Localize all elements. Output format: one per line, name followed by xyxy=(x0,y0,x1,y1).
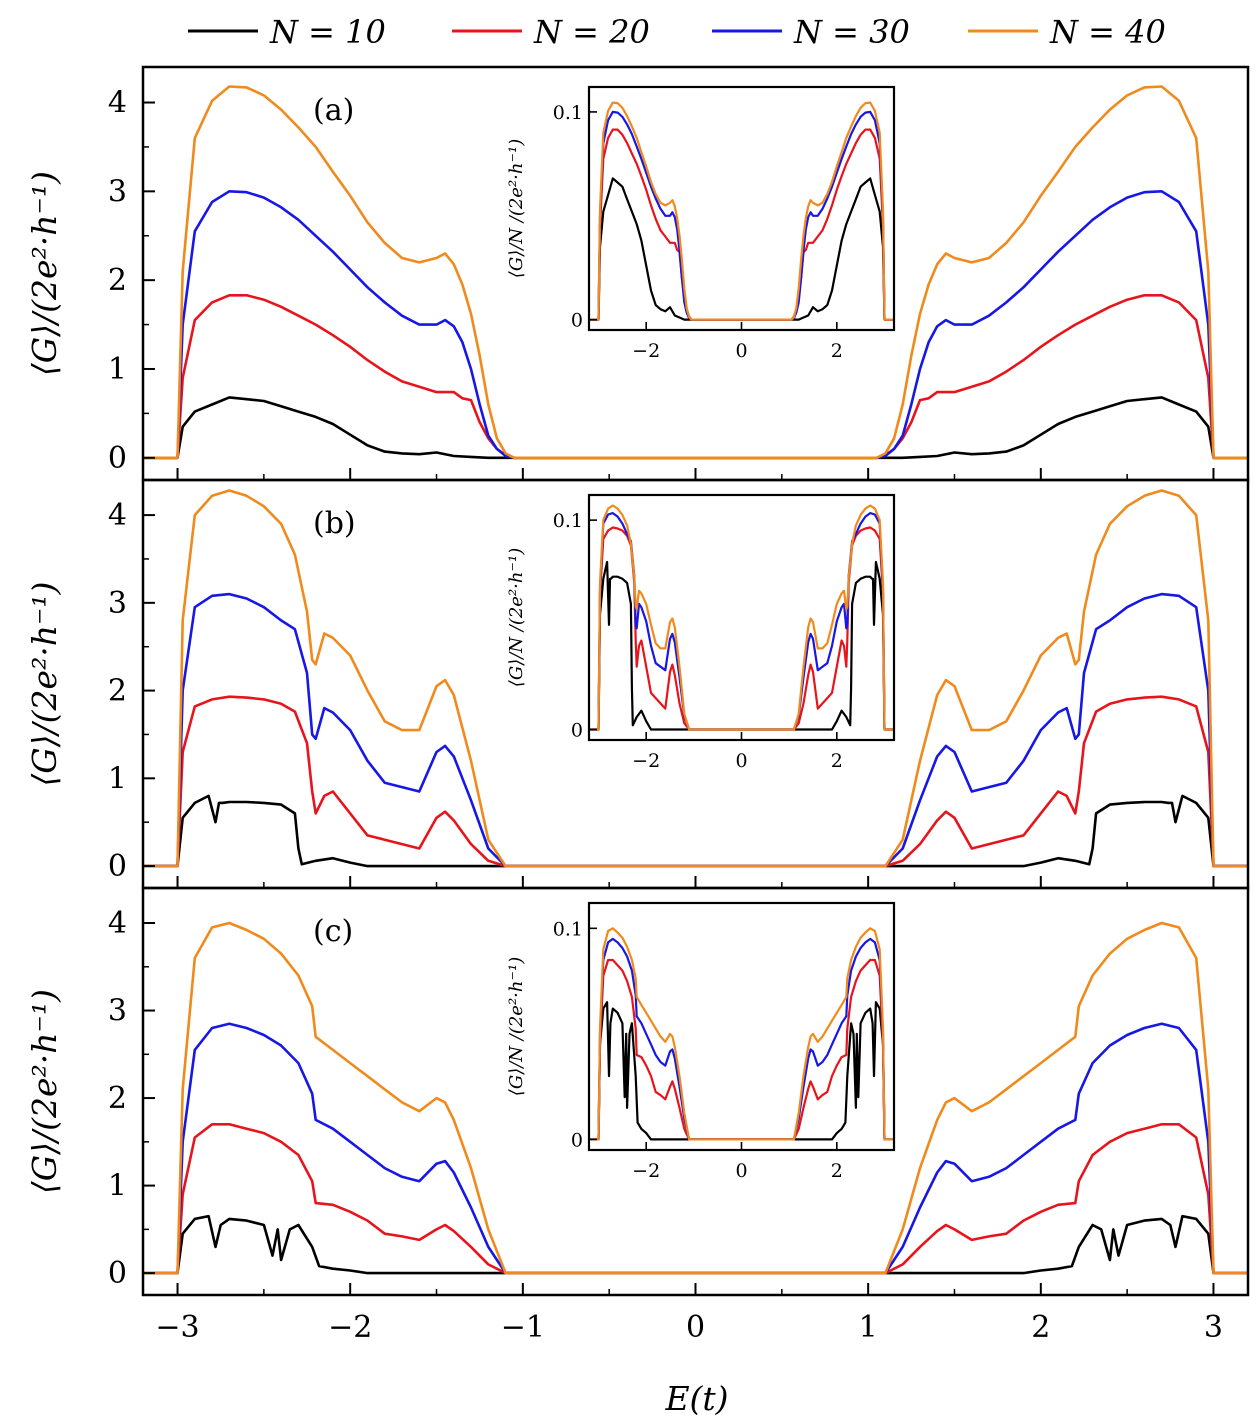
y-axis-label: ⟨G⟩/(2e²·h⁻¹) xyxy=(25,989,64,1194)
inset-background xyxy=(589,87,894,330)
y-tick-label: 4 xyxy=(108,86,127,121)
x-tick-label: −3 xyxy=(155,1310,199,1345)
inset-y-axis-label: ⟨G⟩/N /(2e²·h⁻¹) xyxy=(506,548,527,687)
inset-series-line-3 xyxy=(588,927,895,1141)
inset-y-axis-label: ⟨G⟩/N /(2e²·h⁻¹) xyxy=(506,957,527,1096)
y-tick-label: 1 xyxy=(108,352,127,387)
inset-1: 0 0.1 −2 0 2 ⟨G⟩/N /(2e²·h⁻¹) xyxy=(506,493,896,772)
y-tick-label: 3 xyxy=(108,174,127,209)
series-line-0 xyxy=(142,396,1249,460)
legend-label: N = 40 xyxy=(1049,13,1166,51)
y-axis-label: ⟨G⟩/(2e²·h⁻¹) xyxy=(25,581,64,786)
y-tick-label: 2 xyxy=(108,1081,127,1116)
panel-tag: (a) xyxy=(313,93,354,128)
y-tick-label: 0 xyxy=(108,849,127,884)
y-tick-label: 0 xyxy=(108,441,127,476)
inset-background xyxy=(589,903,894,1150)
x-tick-label: −1 xyxy=(501,1310,545,1345)
inset-series-line-3 xyxy=(588,101,895,321)
legend-entry-1: N = 20 xyxy=(452,13,650,51)
inset-y-tick-label: 0.1 xyxy=(553,510,583,532)
x-tick-label: 0 xyxy=(686,1310,705,1345)
legend-entry-0: N = 10 xyxy=(188,13,386,51)
y-tick-label: 3 xyxy=(108,994,127,1029)
y-axis-label: ⟨G⟩/(2e²·h⁻¹) xyxy=(25,171,64,376)
legend-label: N = 20 xyxy=(533,13,650,51)
inset-y-axis-label: ⟨G⟩/N /(2e²·h⁻¹) xyxy=(506,139,527,278)
y-tick-label: 2 xyxy=(108,674,127,709)
legend-entry-2: N = 30 xyxy=(712,13,910,51)
series-line-0 xyxy=(142,1214,1249,1275)
panel-tag: (c) xyxy=(313,914,353,949)
y-tick-label: 4 xyxy=(108,498,127,533)
series-line-3 xyxy=(142,921,1249,1275)
legend-label: N = 30 xyxy=(793,13,910,51)
series-line-3 xyxy=(142,489,1249,868)
x-tick-label: −2 xyxy=(328,1310,372,1345)
x-tick-label: 1 xyxy=(859,1310,878,1345)
inset-y-tick-label: 0 xyxy=(571,1129,583,1151)
inset-x-tick-label: 0 xyxy=(735,340,747,362)
series-line-3 xyxy=(142,85,1249,460)
inset-x-tick-label: 2 xyxy=(831,1160,843,1182)
panel-2: 0 1 2 3 4 −3 −2 −1 0 1 2 3 ⟨G⟩/(2e²·h⁻¹) (c) 0 0.1 −2 0 2 ⟨… xyxy=(25,886,1250,1345)
y-tick-label: 1 xyxy=(108,761,127,796)
inset-y-tick-label: 0 xyxy=(571,720,583,742)
inset-x-tick-label: −2 xyxy=(632,340,660,362)
inset-x-tick-label: 2 xyxy=(831,340,843,362)
inset-y-tick-label: 0 xyxy=(571,310,583,332)
series-line-0 xyxy=(142,794,1249,868)
inset-background xyxy=(589,495,894,740)
inset-2: 0 0.1 −2 0 2 ⟨G⟩/N /(2e²·h⁻¹) xyxy=(506,901,896,1182)
y-tick-label: 2 xyxy=(108,263,127,298)
inset-x-tick-label: 0 xyxy=(735,750,747,772)
panel-0: 0 1 2 3 4 ⟨G⟩/(2e²·h⁻¹) (a) 0 0.1 −2 0 2 ⟨G⟩/N /(2e²… xyxy=(25,65,1250,482)
x-tick-label: 2 xyxy=(1031,1310,1050,1345)
legend-entry-3: N = 40 xyxy=(968,13,1166,51)
legend: N = 10 N = 20 N = 30 N = 40 xyxy=(188,13,1166,51)
inset-x-tick-label: −2 xyxy=(632,750,660,772)
x-tick-label: 3 xyxy=(1204,1310,1223,1345)
panel-tag: (b) xyxy=(313,506,356,541)
inset-x-tick-label: 0 xyxy=(735,1160,747,1182)
y-tick-label: 1 xyxy=(108,1169,127,1204)
panel-1: 0 1 2 3 4 ⟨G⟩/(2e²·h⁻¹) (b) 0 0.1 −2 0 2 ⟨G⟩/N /(2e²… xyxy=(25,478,1250,890)
inset-y-tick-label: 0.1 xyxy=(553,102,583,124)
inset-series-line-3 xyxy=(588,504,895,731)
x-axis-label: E(t) xyxy=(664,1379,728,1418)
inset-y-tick-label: 0.1 xyxy=(553,918,583,940)
panels: 0 1 2 3 4 ⟨G⟩/(2e²·h⁻¹) (a) 0 0.1 −2 0 2 ⟨G⟩/N /(2e²… xyxy=(25,65,1250,1345)
legend-label: N = 10 xyxy=(269,13,386,51)
y-tick-label: 3 xyxy=(108,586,127,621)
inset-0: 0 0.1 −2 0 2 ⟨G⟩/N /(2e²·h⁻¹) xyxy=(506,85,896,362)
inset-x-tick-label: 2 xyxy=(831,750,843,772)
inset-x-tick-label: −2 xyxy=(632,1160,660,1182)
y-tick-label: 4 xyxy=(108,906,127,941)
y-tick-label: 0 xyxy=(108,1256,127,1291)
